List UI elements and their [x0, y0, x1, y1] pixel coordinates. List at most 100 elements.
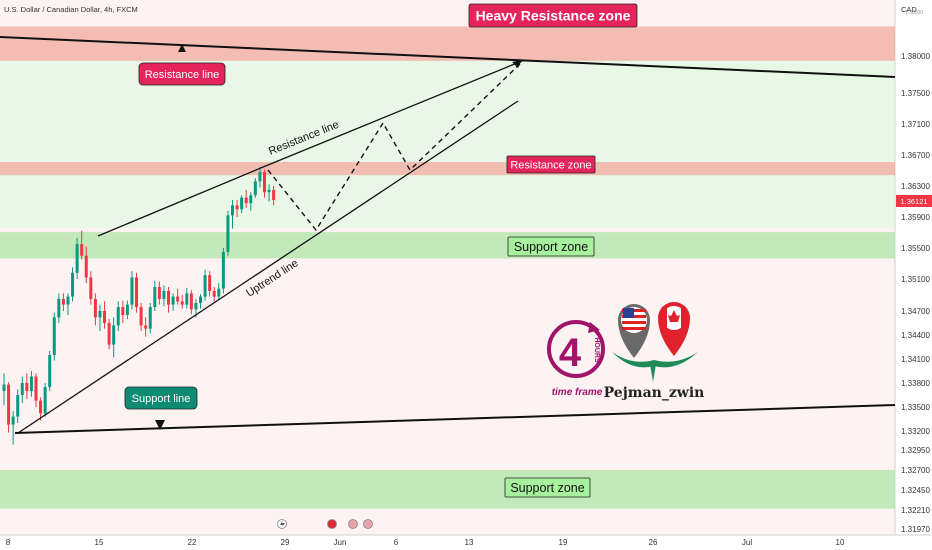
resistance-line-callout-label: Resistance line [145, 69, 220, 81]
support-zone-tag-2 [504, 477, 591, 498]
y-tick-label: 1.34700 [901, 307, 930, 316]
event-icons [277, 519, 373, 529]
channel-upper-line [97, 164, 269, 237]
candle-body [240, 197, 244, 210]
y-tick-label: 1.35500 [901, 244, 930, 253]
y-tick-label: 1.37100 [901, 120, 930, 129]
last-price-value: 1.36121 [900, 197, 927, 206]
y-tick-label: 1.33500 [901, 403, 930, 412]
candle-body [98, 311, 102, 318]
logo-unit: HOURS [593, 337, 600, 363]
support-line [14, 404, 896, 434]
candle-body [244, 197, 248, 204]
candle-body [212, 291, 216, 297]
timeframe-logo: 4 HOURS time frame [547, 320, 605, 398]
x-tick-label: 19 [559, 538, 568, 547]
zone-band-1 [0, 161, 895, 176]
candle-body [226, 215, 230, 252]
resistance-line-callout [138, 62, 226, 86]
zone-band-2 [0, 232, 895, 259]
y-tick-label: 1.31970 [901, 525, 930, 534]
candle-body [20, 383, 24, 395]
x-tick-label: 22 [188, 538, 197, 547]
support-line-pointer [155, 420, 165, 430]
support-zone-tag-1 [507, 236, 595, 257]
zone-band-3 [0, 470, 895, 509]
candle-body [93, 299, 97, 318]
projection-arrowhead [512, 60, 522, 68]
y-tick-label: 1.35900 [901, 213, 930, 222]
candle-body [25, 383, 29, 391]
candle-body [34, 376, 38, 401]
candle-body [116, 307, 120, 326]
candle-body [194, 303, 198, 310]
symbol-title: U.S. Dollar / Canadian Dollar, 4h, FXCM [4, 5, 138, 14]
x-tick-label: 15 [95, 538, 104, 547]
y-tick-label: 1.36300 [901, 182, 930, 191]
y-tick-label: 1.32210 [901, 506, 930, 515]
candle-body [153, 287, 157, 307]
last-price-badge [896, 195, 932, 207]
candle-body [203, 275, 207, 297]
currency-label: CAD [901, 5, 917, 14]
candle-body [235, 205, 239, 210]
candle-body [262, 172, 266, 193]
candle-body [112, 325, 116, 345]
candle-body [221, 251, 225, 289]
candle-body [162, 291, 166, 299]
candle-body [171, 296, 175, 305]
resistance-line-pointer [178, 44, 186, 52]
author-name: Pejman_zwin [604, 385, 705, 401]
candle-body [29, 376, 33, 391]
channel-upper-extension [267, 60, 523, 166]
y-tick-label: 1.33200 [901, 427, 930, 436]
resistance-zone-label: Resistance zone [510, 160, 591, 172]
x-tick-label: 13 [465, 538, 474, 547]
candle-body [121, 307, 125, 315]
candle-body [43, 387, 47, 414]
y-axis-ticks: 1.38000 1.37500 1.37100 1.36700 1.36300 1.359… [901, 52, 930, 534]
candles [2, 166, 276, 445]
x-tick-label: 8 [6, 538, 11, 547]
candle-body [231, 205, 234, 216]
y-tick-label: 1.32450 [901, 486, 930, 495]
candle-body [217, 288, 221, 297]
candle-body [144, 325, 148, 329]
y-tick-label: 1.32950 [901, 446, 930, 455]
candle-body [52, 317, 56, 355]
y-tick-label: 1.35100 [901, 275, 930, 284]
support-line-callout [124, 386, 198, 410]
support-line-callout-label: Support line [132, 393, 191, 405]
candle-body [148, 307, 152, 329]
swoosh-icon [612, 352, 698, 368]
candle-body [48, 355, 52, 387]
logo-caption: time frame [552, 387, 603, 398]
candle-body [61, 299, 65, 305]
candle-body [57, 299, 61, 318]
candle-body [249, 195, 253, 204]
candle-body [11, 416, 15, 425]
logo-arrow-icon [588, 322, 600, 333]
candle-body [89, 277, 93, 299]
candle-body [208, 275, 212, 291]
candle-body [272, 189, 276, 200]
x-tick-label: 10 [836, 538, 845, 547]
support-zone-label-2: Support zone [510, 481, 584, 495]
candle-body [80, 244, 84, 256]
x-tick-label: 26 [649, 538, 658, 547]
candle-body [7, 384, 11, 425]
candle-body [66, 296, 70, 305]
candle-body [139, 307, 143, 326]
logo-number: 4 [559, 331, 582, 375]
projection-path [267, 61, 523, 232]
candle-body [199, 296, 203, 303]
resistance-zone-tag [506, 155, 596, 174]
candle-body [103, 311, 107, 323]
y-tick-label: 1.38000 [901, 52, 930, 61]
candle-body [125, 304, 129, 315]
flag-pins [612, 302, 698, 382]
y-tick-label: 1.32700 [901, 466, 930, 475]
uptrend-line [17, 100, 519, 434]
candle-body [258, 172, 262, 182]
